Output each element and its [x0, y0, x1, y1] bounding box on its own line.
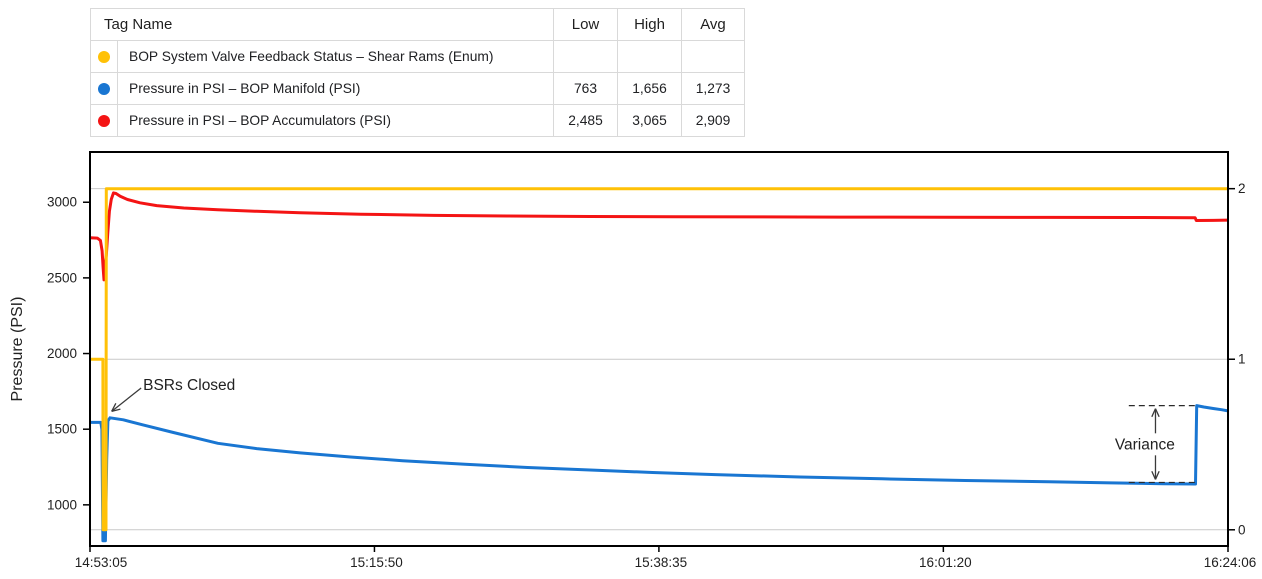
tag-high — [618, 41, 682, 73]
annotation-label: Variance — [1115, 436, 1175, 453]
tag-avg: 1,273 — [682, 73, 745, 105]
annotation-bsrs-closed: BSRs Closed — [112, 377, 236, 411]
x-tick-label: 14:53:05 — [75, 555, 128, 570]
tag-name: Pressure in PSI – BOP Accumulators (PSI) — [118, 105, 554, 137]
left-axis: 1000 1500 2000 2500 3000 — [47, 195, 90, 513]
table-row-bop-manifold[interactable]: Pressure in PSI – BOP Manifold (PSI) 763… — [91, 73, 745, 105]
x-tick-label: 15:15:50 — [350, 555, 403, 570]
tag-low — [554, 41, 618, 73]
tag-stats-table: Tag Name Low High Avg BOP System Valve F… — [90, 8, 745, 137]
gridlines — [90, 189, 1228, 530]
series-color-dot — [98, 83, 110, 95]
left-tick-label: 3000 — [47, 195, 77, 210]
annotation-label: BSRs Closed — [143, 377, 235, 394]
x-tick-label: 16:01:20 — [919, 555, 972, 570]
right-tick-label: 0 — [1238, 522, 1246, 537]
series-color-dot — [98, 115, 110, 127]
series-color-cell — [91, 41, 118, 73]
left-tick-label: 1500 — [47, 422, 77, 437]
table-row-shear-rams[interactable]: BOP System Valve Feedback Status – Shear… — [91, 41, 745, 73]
left-tick-label: 1000 — [47, 497, 77, 512]
left-tick-label: 2000 — [47, 346, 77, 361]
table-row-bop-accumulators[interactable]: Pressure in PSI – BOP Accumulators (PSI)… — [91, 105, 745, 137]
annotation-variance: Variance — [1109, 406, 1196, 483]
series-color-cell — [91, 73, 118, 105]
tag-low: 2,485 — [554, 105, 618, 137]
right-axis: 0 1 2 — [1228, 181, 1246, 537]
tag-name: Pressure in PSI – BOP Manifold (PSI) — [118, 73, 554, 105]
tag-avg — [682, 41, 745, 73]
series-line-bop-accumulators[interactable] — [90, 193, 1228, 280]
tag-avg: 2,909 — [682, 105, 745, 137]
left-tick-label: 2500 — [47, 270, 77, 285]
tag-high: 1,656 — [618, 73, 682, 105]
right-tick-label: 2 — [1238, 181, 1246, 196]
series-color-dot — [98, 51, 110, 63]
annotation-arrow — [112, 388, 141, 411]
col-header-tag-name: Tag Name — [91, 9, 554, 41]
table-header-row: Tag Name Low High Avg — [91, 9, 745, 41]
tag-high: 3,065 — [618, 105, 682, 137]
left-axis-title: Pressure (PSI) — [9, 297, 26, 402]
x-axis: 14:53:05 15:15:50 15:38:35 16:01:20 16:24:06 — [75, 546, 1257, 570]
col-header-high: High — [618, 9, 682, 41]
x-tick-label: 16:24:06 — [1204, 555, 1257, 570]
series-line-bop-manifold[interactable] — [90, 406, 1228, 541]
tag-low: 763 — [554, 73, 618, 105]
tag-name: BOP System Valve Feedback Status – Shear… — [118, 41, 554, 73]
col-header-avg: Avg — [682, 9, 745, 41]
col-header-low: Low — [554, 9, 618, 41]
series-color-cell — [91, 105, 118, 137]
right-tick-label: 1 — [1238, 352, 1246, 367]
x-tick-label: 15:38:35 — [635, 555, 688, 570]
